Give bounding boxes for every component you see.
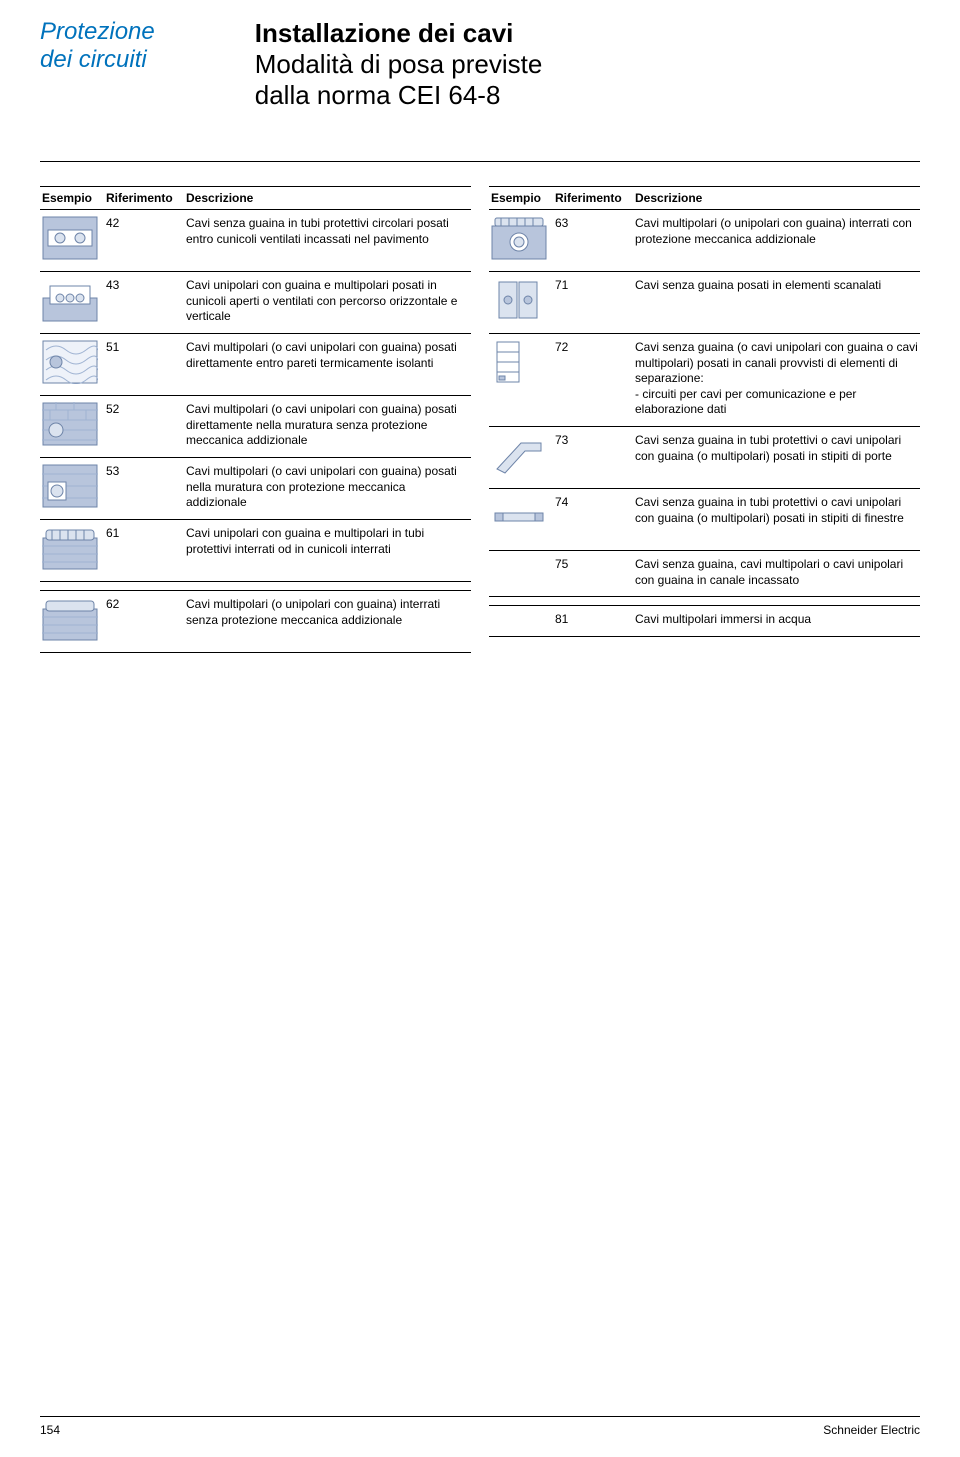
section-title-line1: Protezione <box>40 18 155 46</box>
buried-armored-icon <box>491 216 547 260</box>
desc-cell: Cavi multipolari immersi in acqua <box>633 612 920 628</box>
window-stile-icon <box>491 495 547 539</box>
table-row: 51 Cavi multipolari (o cavi unipolari co… <box>40 334 471 396</box>
table-row: 75 Cavi senza guaina, cavi multipolari o… <box>489 551 920 597</box>
col-head-esempio: Esempio <box>40 191 104 205</box>
page-header: Protezione dei circuiti Installazione de… <box>40 18 920 111</box>
header-divider <box>40 161 920 162</box>
desc-cell: Cavi multipolari (o unipolari con guaina… <box>633 216 920 247</box>
channel-divided-icon <box>491 340 547 384</box>
page-title-line3: dalla norma CEI 64-8 <box>255 80 543 111</box>
desc-cell: Cavi multipolari (o cavi unipolari con g… <box>184 402 471 449</box>
masonry-protected-icon <box>42 464 98 508</box>
desc-cell: Cavi unipolari con guaina e multipolari … <box>184 526 471 557</box>
desc-cell: Cavi senza guaina in tubi protettivi cir… <box>184 216 471 247</box>
desc-cell: Cavi senza guaina (o cavi unipolari con … <box>633 340 920 418</box>
buried-direct-icon <box>42 597 98 641</box>
ref-cell: 61 <box>104 526 184 540</box>
example-icon-cell <box>40 216 104 263</box>
ref-cell: 63 <box>553 216 633 230</box>
col-head-riferimento: Riferimento <box>553 191 633 205</box>
thermal-wall-icon <box>42 340 98 384</box>
desc-cell: Cavi senza guaina posati in elementi sca… <box>633 278 920 294</box>
table-row: 81 Cavi multipolari immersi in acqua <box>489 605 920 637</box>
desc-cell: Cavi multipolari (o cavi unipolari con g… <box>184 464 471 511</box>
table-row: 42 Cavi senza guaina in tubi protettivi … <box>40 210 471 272</box>
desc-cell: Cavi unipolari con guaina e multipolari … <box>184 278 471 325</box>
table-head: Esempio Riferimento Descrizione <box>40 186 471 210</box>
example-icon-cell <box>40 526 104 573</box>
page-number: 154 <box>40 1423 60 1437</box>
ref-cell: 51 <box>104 340 184 354</box>
table-row: 63 Cavi multipolari (o unipolari con gua… <box>489 210 920 272</box>
desc-cell: Cavi senza guaina in tubi protettivi o c… <box>633 433 920 464</box>
col-head-esempio: Esempio <box>489 191 553 205</box>
table-row: 43 Cavi unipolari con guaina e multipola… <box>40 272 471 334</box>
buried-conduit-icon <box>42 526 98 570</box>
ref-cell: 73 <box>553 433 633 447</box>
right-column: Esempio Riferimento Descrizione 63 Cavi … <box>489 186 920 653</box>
ref-cell: 53 <box>104 464 184 478</box>
desc-cell: Cavi senza guaina in tubi protettivi o c… <box>633 495 920 526</box>
table-row: 52 Cavi multipolari (o cavi unipolari co… <box>40 396 471 458</box>
table-row: 61 Cavi unipolari con guaina e multipola… <box>40 520 471 582</box>
door-stile-icon <box>491 433 547 477</box>
col-head-riferimento: Riferimento <box>104 191 184 205</box>
content-columns: Esempio Riferimento Descrizione 42 Cavi … <box>40 186 920 653</box>
example-icon-cell <box>489 216 553 263</box>
col-head-descrizione: Descrizione <box>633 191 920 205</box>
desc-cell: Cavi multipolari (o cavi unipolari con g… <box>184 340 471 371</box>
example-icon-cell <box>489 340 553 387</box>
left-column: Esempio Riferimento Descrizione 42 Cavi … <box>40 186 471 653</box>
table-row: 73 Cavi senza guaina in tubi protettivi … <box>489 427 920 489</box>
section-title: Protezione dei circuiti <box>40 18 155 111</box>
page-footer: 154 Schneider Electric <box>40 1416 920 1437</box>
conduit-floor-icon <box>42 216 98 260</box>
table-row: 53 Cavi multipolari (o cavi unipolari co… <box>40 458 471 520</box>
ref-cell: 42 <box>104 216 184 230</box>
table-head: Esempio Riferimento Descrizione <box>489 186 920 210</box>
table-row: 72 Cavi senza guaina (o cavi unipolari c… <box>489 334 920 427</box>
example-icon-cell <box>40 597 104 644</box>
duct-open-icon <box>42 278 98 322</box>
ref-cell: 75 <box>553 557 633 571</box>
table-row: 62 Cavi multipolari (o unipolari con gua… <box>40 590 471 653</box>
ref-cell: 72 <box>553 340 633 354</box>
example-icon-cell <box>40 402 104 449</box>
table-row: 74 Cavi senza guaina in tubi protettivi … <box>489 489 920 551</box>
page-title-line1: Installazione dei cavi <box>255 18 543 49</box>
example-icon-cell <box>489 278 553 325</box>
example-icon-cell <box>489 495 553 542</box>
desc-cell: Cavi multipolari (o unipolari con guaina… <box>184 597 471 628</box>
col-head-descrizione: Descrizione <box>184 191 471 205</box>
desc-cell: Cavi senza guaina, cavi multipolari o ca… <box>633 557 920 588</box>
example-icon-cell <box>40 340 104 387</box>
brand-name: Schneider Electric <box>823 1423 920 1437</box>
example-icon-cell <box>489 433 553 480</box>
page-title-block: Installazione dei cavi Modalità di posa … <box>255 18 543 111</box>
page-title-line2: Modalità di posa previste <box>255 49 543 80</box>
masonry-direct-icon <box>42 402 98 446</box>
example-icon-cell <box>40 464 104 511</box>
ref-cell: 52 <box>104 402 184 416</box>
example-icon-cell <box>40 278 104 325</box>
section-title-line2: dei circuiti <box>40 46 155 74</box>
ref-cell: 74 <box>553 495 633 509</box>
table-row: 71 Cavi senza guaina posati in elementi … <box>489 272 920 334</box>
ref-cell: 71 <box>553 278 633 292</box>
ref-cell: 43 <box>104 278 184 292</box>
ref-cell: 81 <box>553 612 633 626</box>
channel-element-icon <box>491 278 547 322</box>
ref-cell: 62 <box>104 597 184 611</box>
